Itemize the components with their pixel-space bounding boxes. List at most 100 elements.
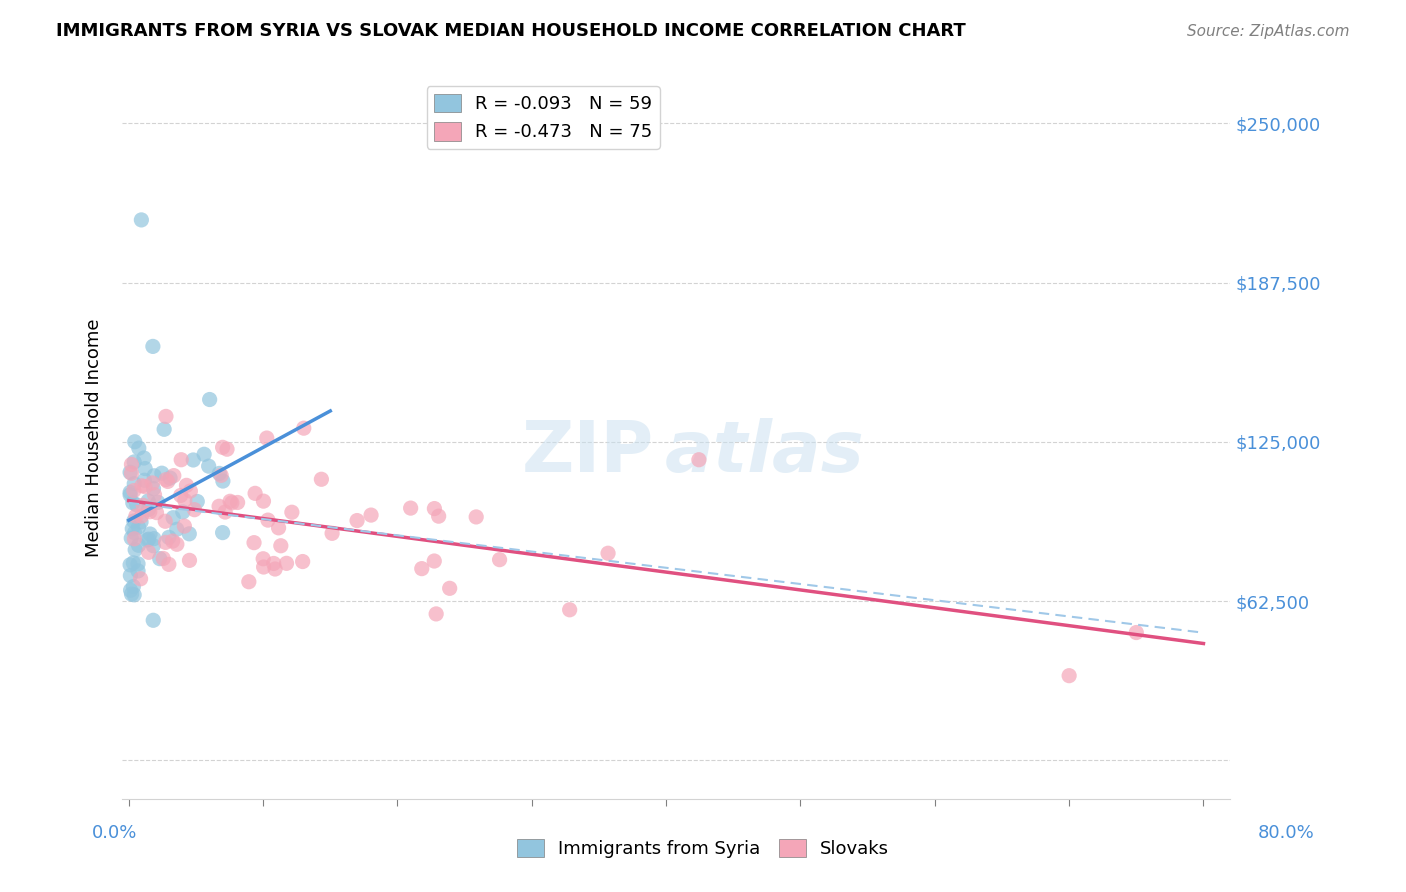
Point [212,474,235,488]
Point [215,442,238,457]
Point [263,557,285,571]
Point [181,453,204,467]
Point [155,473,177,487]
Point [136,533,159,547]
Point [134,473,156,487]
Point [198,392,221,407]
Point [163,468,186,483]
Point [157,558,180,572]
Point [221,496,243,510]
Point [129,515,152,529]
Point [159,471,181,485]
Point [145,506,167,520]
Point [125,498,148,512]
Point [124,532,146,546]
Point [120,467,142,481]
Point [120,531,142,545]
Point [122,556,145,570]
Point [120,485,142,500]
Point [132,499,155,513]
Point [162,510,184,524]
Point [128,520,150,534]
Point [142,532,165,546]
Point [252,494,274,508]
Point [155,409,177,424]
Point [146,495,169,509]
Point [183,502,205,516]
Point [252,551,274,566]
Point [1057,668,1080,682]
Point [143,468,166,483]
Point [121,587,143,601]
Point [152,551,174,566]
Point [270,539,292,553]
Point [122,580,145,594]
Point [170,452,193,467]
Point [311,472,333,486]
Point [179,526,201,541]
Point [291,555,314,569]
Point [166,537,188,551]
Point [127,557,149,571]
Point [172,505,194,519]
Point [465,510,488,524]
Point [128,441,150,455]
Point [136,494,159,508]
Point [138,532,160,546]
Point [688,452,710,467]
Point [211,440,233,454]
Point [125,509,148,524]
Point [141,475,163,490]
Point [264,562,287,576]
Point [138,545,160,559]
Point [121,496,143,510]
Point [238,574,260,589]
Point [131,479,153,493]
Point [267,521,290,535]
Point [257,513,280,527]
Point [252,560,274,574]
Point [276,557,298,571]
Point [208,500,231,514]
Point [596,546,619,560]
Point [120,488,142,502]
Point [166,522,188,536]
Point [131,213,153,227]
Point [170,488,193,502]
Point [208,467,231,481]
Point [360,508,382,522]
Y-axis label: Median Household Income: Median Household Income [86,318,103,558]
Point [142,339,165,353]
Point [411,561,433,575]
Point [132,450,155,465]
Point [256,431,278,445]
Point [142,613,165,627]
Point [139,527,162,541]
Point [186,494,208,508]
Point [488,552,510,566]
Point [214,505,236,519]
Point [120,558,142,572]
Point [558,603,581,617]
Point [127,564,149,578]
Point [124,542,146,557]
Point [156,475,179,489]
Point [122,476,145,491]
Point [157,530,180,544]
Point [143,488,166,502]
Point [1125,625,1147,640]
Point [173,519,195,533]
Text: Source: ZipAtlas.com: Source: ZipAtlas.com [1187,24,1350,38]
Point [176,478,198,492]
Legend: Immigrants from Syria, Slovaks: Immigrants from Syria, Slovaks [509,831,897,865]
Point [423,501,446,516]
Point [142,482,165,496]
Legend: R = -0.093   N = 59, R = -0.473   N = 75: R = -0.093 N = 59, R = -0.473 N = 75 [426,87,659,149]
Point [120,458,142,472]
Point [139,505,162,519]
Point [122,588,145,602]
Point [243,535,266,549]
Point [193,447,215,461]
Point [124,434,146,449]
Point [399,501,422,516]
